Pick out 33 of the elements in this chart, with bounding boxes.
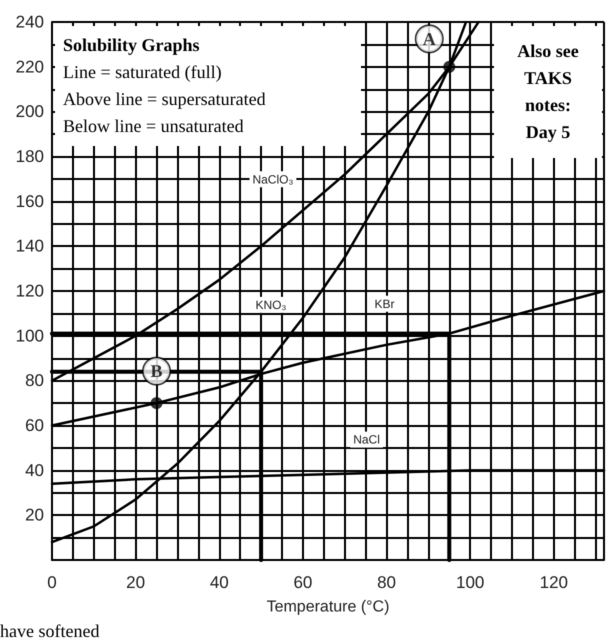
y-tick-label: 120 bbox=[16, 282, 44, 300]
y-tick-label: 100 bbox=[16, 326, 44, 346]
x-tick-label: 80 bbox=[377, 573, 396, 592]
y-tick-label: 200 bbox=[16, 102, 44, 122]
y-tick-label: 60 bbox=[25, 416, 44, 435]
text: KBr bbox=[374, 296, 395, 311]
text-panel: Also see TAKS notes: Day 5 bbox=[494, 26, 602, 158]
x-tick-label: 20 bbox=[126, 573, 146, 592]
annotation: Also see TAKS notes: Day 5 bbox=[516, 40, 580, 144]
text-panel: Solubility Graphs Line = saturated (full) Above line = supersaturated Below line = unsaturated bbox=[55, 26, 361, 146]
y-tick-label: 180 bbox=[16, 147, 44, 166]
y-tick-label: 40 bbox=[25, 460, 44, 480]
y-tick-label: 160 bbox=[16, 192, 44, 211]
text: have softened bbox=[0, 621, 100, 641]
x-tick-label: 0 bbox=[47, 573, 57, 592]
text: NaClO₃ bbox=[252, 172, 294, 186]
x-tick-label: 60 bbox=[293, 573, 312, 592]
y-tick-label: 20 bbox=[25, 506, 44, 525]
x-tick-label: 40 bbox=[210, 573, 229, 592]
text: NaCl bbox=[353, 432, 380, 447]
series-label: KNO₃ bbox=[255, 298, 286, 312]
y-tick-label: 140 bbox=[16, 236, 44, 256]
annotation: Above line = supersaturated bbox=[63, 88, 267, 111]
annotation: Line = saturated (full) bbox=[63, 61, 223, 84]
x-axis-title: Temperature (°C) bbox=[266, 598, 390, 616]
x-tick-label: 120 bbox=[540, 573, 568, 592]
annotation: A bbox=[422, 28, 436, 49]
y-tick-label: 240 bbox=[16, 12, 44, 32]
y-tick-label: 80 bbox=[25, 371, 44, 390]
annotation: Below line = unsaturated bbox=[63, 115, 245, 138]
annotation: B bbox=[150, 361, 163, 382]
y-tick-label: 220 bbox=[16, 57, 44, 76]
x-tick-label: 100 bbox=[456, 573, 484, 592]
